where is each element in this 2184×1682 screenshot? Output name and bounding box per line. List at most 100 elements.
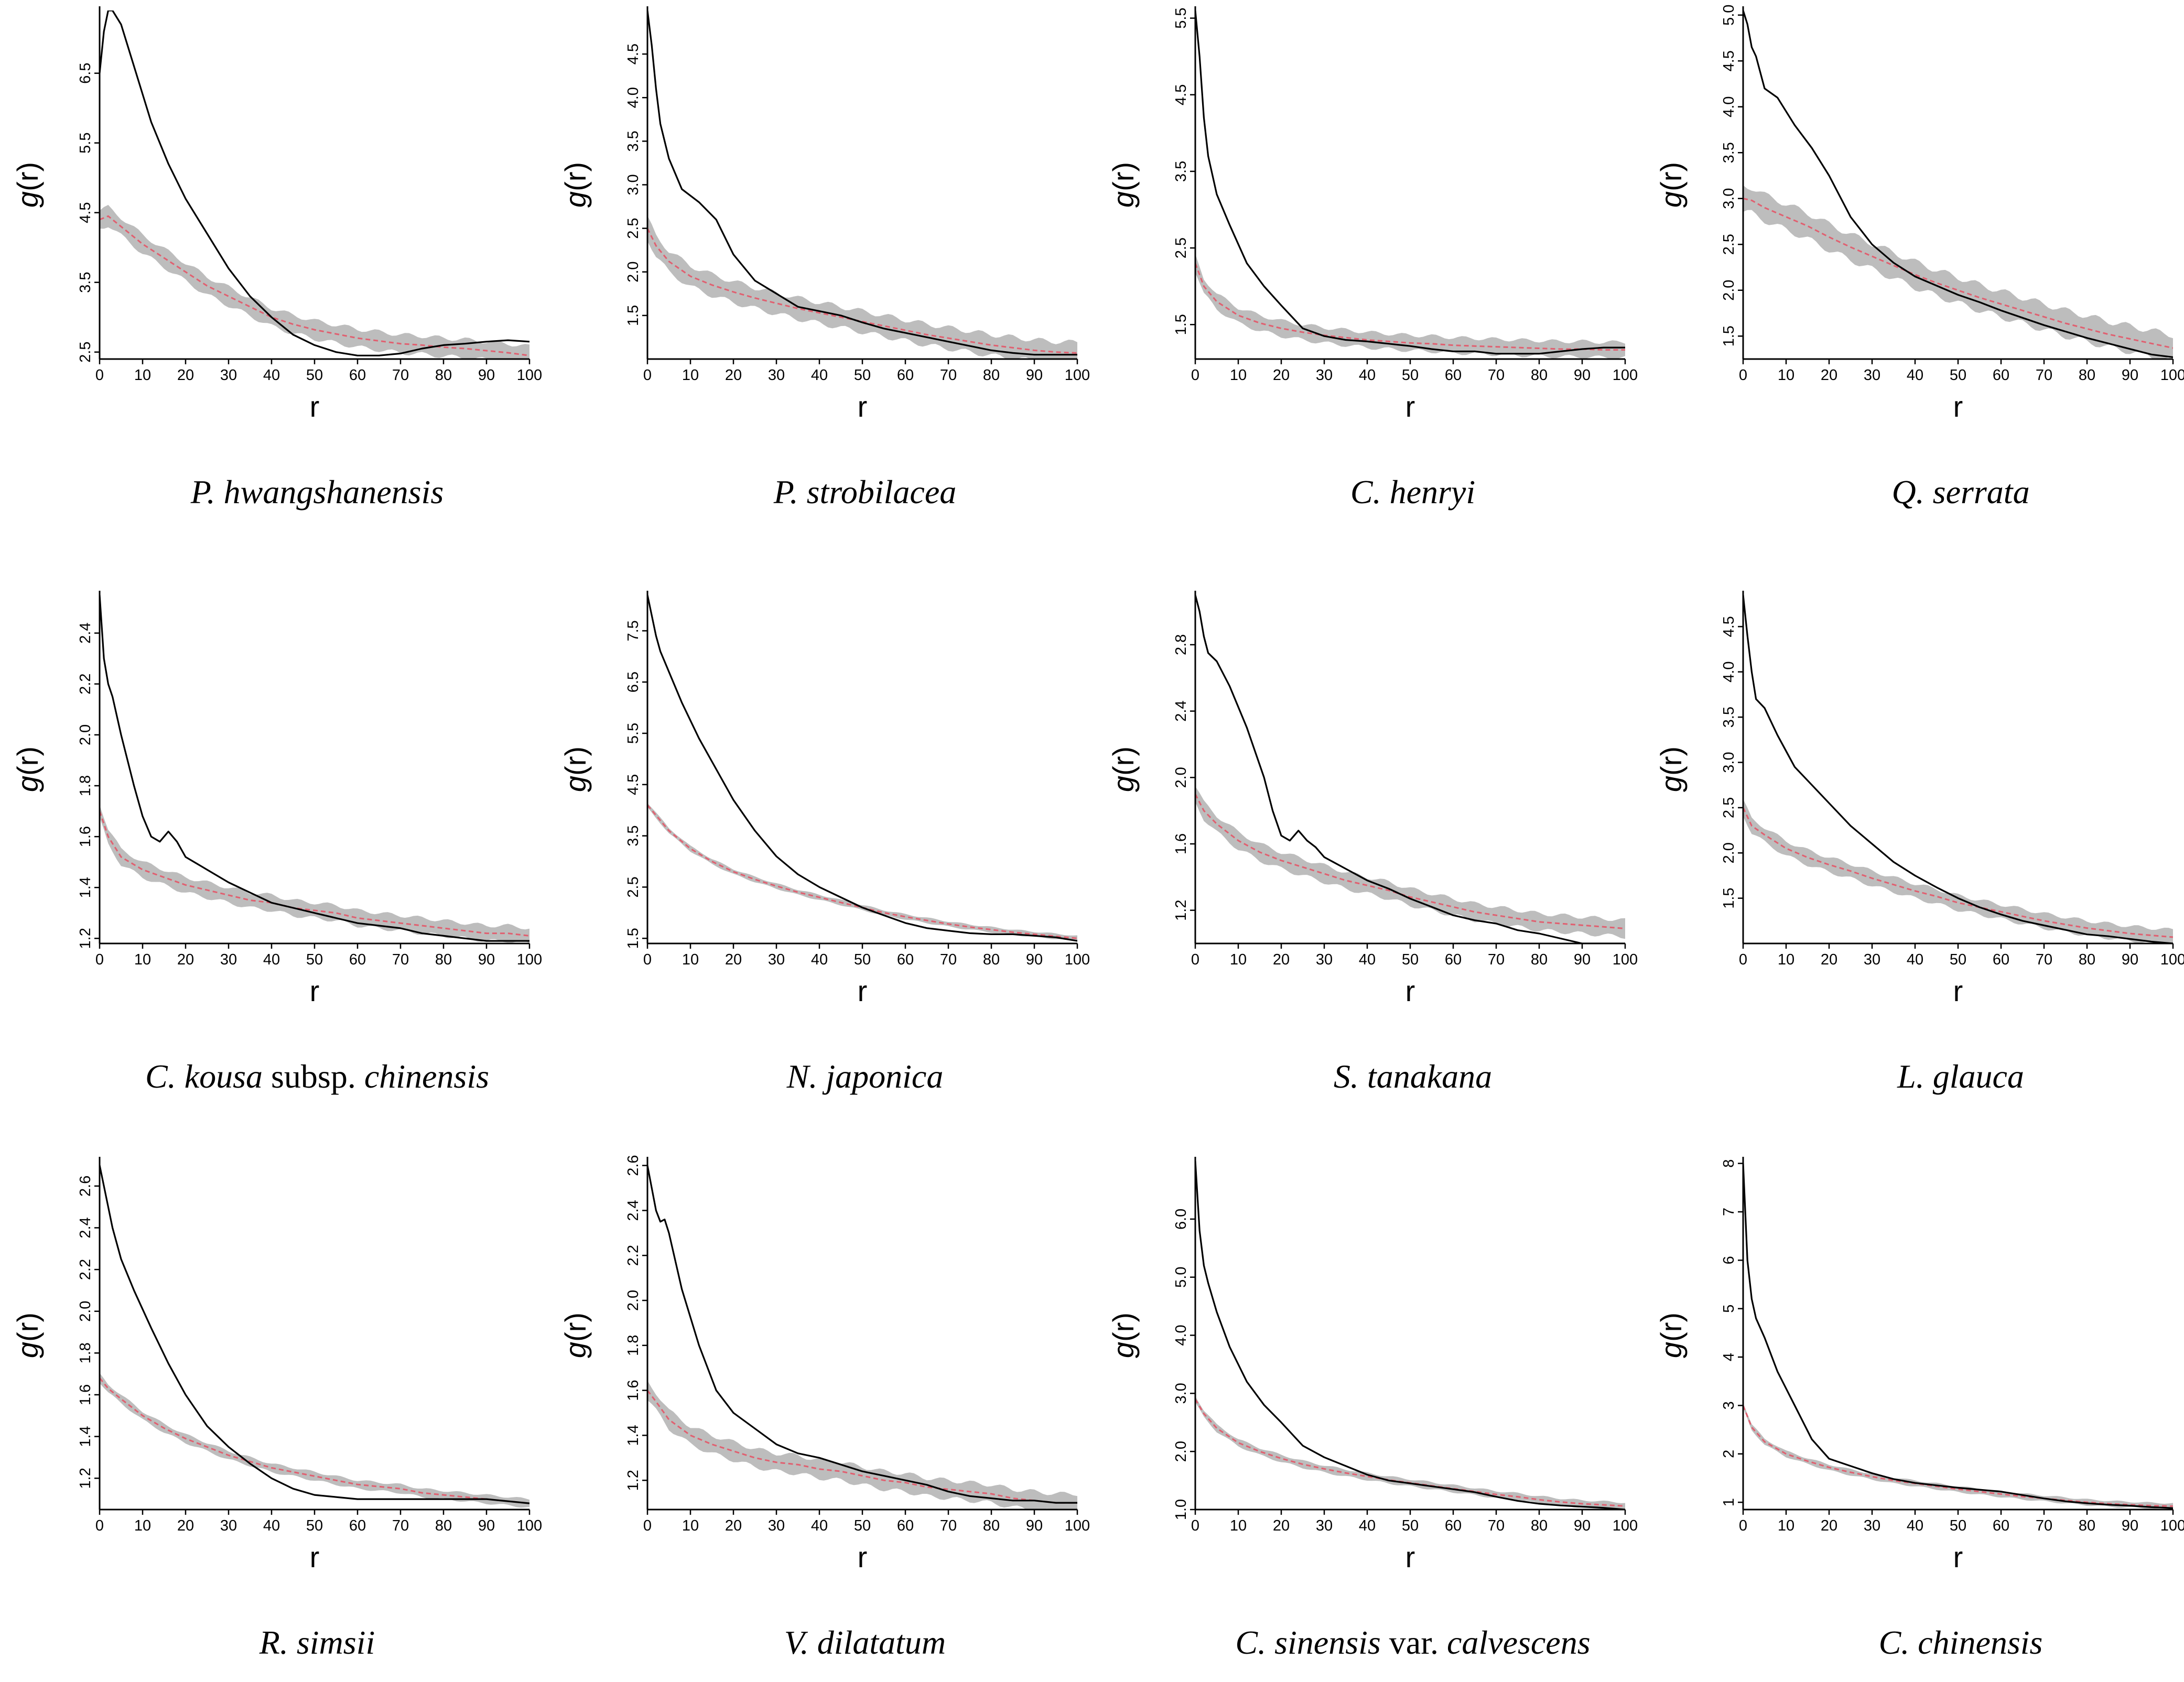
x-tick-label: 20 [1273, 1517, 1290, 1534]
observed-line [1195, 595, 1625, 943]
x-tick-label: 40 [811, 1517, 828, 1534]
y-tick-label: 4.5 [625, 44, 642, 64]
expected-line [100, 1377, 529, 1504]
x-tick-label: 50 [306, 951, 323, 968]
x-tick-label: 40 [1359, 1517, 1376, 1534]
y-axis-label: g(r) [1107, 1312, 1140, 1358]
y-tick-label: 2.8 [1173, 634, 1190, 655]
y-axis-label-rest: (r) [1655, 1312, 1688, 1342]
x-tick-label: 10 [1778, 951, 1794, 968]
panel-data [1743, 10, 2173, 359]
x-tick-label: 60 [349, 367, 366, 384]
expected-line [1743, 1405, 2173, 1507]
y-tick-label: 4 [1721, 1353, 1737, 1361]
x-tick-label: 70 [940, 367, 957, 384]
y-tick-label: 2.5 [1173, 237, 1190, 258]
x-tick-label: 40 [263, 1517, 280, 1534]
x-tick-label: 80 [2079, 367, 2095, 384]
caption-part: calvescens [1447, 1624, 1591, 1661]
panel-data [1743, 595, 2173, 943]
caption-part: C. chinensis [1879, 1624, 2043, 1661]
x-tick-label: 50 [1950, 951, 1966, 968]
y-tick-label: 2.0 [625, 1290, 642, 1311]
y-tick-label: 1.2 [1173, 900, 1190, 921]
y-axis-label-g: g [11, 776, 44, 792]
x-tick-label: 80 [983, 1517, 1000, 1534]
x-tick-label: 0 [643, 1517, 652, 1534]
panel-data [647, 1165, 1077, 1510]
y-tick-label: 3.0 [1721, 752, 1737, 773]
y-axis-label-g: g [11, 191, 44, 208]
y-axis-label-g: g [559, 191, 592, 208]
x-tick-label: 60 [1993, 367, 2009, 384]
panel-11: 0 10 20 30 40 50 60 70 80 90 100 1.0 2.0 3.0 4.0 5.0 6.0… [1107, 1157, 1638, 1661]
x-tick-label: 10 [134, 367, 151, 384]
y-tick-label: 5.5 [625, 723, 642, 744]
panel-4: 0 10 20 30 40 50 60 70 80 90 100 1.5 2.0 2.5 3.0 3.5 4.0… [1655, 5, 2184, 511]
y-tick-label: 5.0 [1173, 1267, 1190, 1288]
y-axis-label-g: g [1107, 1342, 1140, 1358]
y-tick-label: 5 [1721, 1305, 1737, 1313]
x-tick-label: 0 [1191, 951, 1199, 968]
y-tick-label: 1.5 [1173, 314, 1190, 335]
x-tick-label: 20 [725, 951, 742, 968]
panel-12: 0 10 20 30 40 50 60 70 80 90 100 1 2 3 4 5 6 7 8 r g(r) C. ch… [1655, 1157, 2184, 1661]
y-tick-label: 7 [1721, 1208, 1737, 1216]
caption-part: C. henryi [1350, 473, 1475, 511]
x-tick-label: 60 [1445, 1517, 1462, 1534]
panel-caption: C. kousa subsp. chinensis [145, 1058, 489, 1095]
y-tick-label: 2.6 [625, 1155, 642, 1176]
x-tick-label: 90 [2122, 1517, 2138, 1534]
y-tick-label: 8 [1721, 1159, 1737, 1168]
y-tick-label: 1.8 [625, 1335, 642, 1356]
y-tick-label: 1 [1721, 1498, 1737, 1506]
x-tick-label: 40 [811, 367, 828, 384]
x-tick-label: 50 [854, 1517, 871, 1534]
y-tick-label: 4.0 [1173, 1325, 1190, 1345]
y-tick-label: 3.5 [625, 825, 642, 846]
y-tick-label: 4.5 [625, 774, 642, 795]
y-tick-label: 2.2 [77, 1259, 94, 1280]
x-tick-label: 80 [1531, 951, 1548, 968]
expected-line [1195, 263, 1625, 351]
x-tick-label: 70 [392, 951, 409, 968]
envelope-band [100, 204, 529, 359]
y-tick-label: 2.0 [1173, 1441, 1190, 1462]
y-axis-label: g(r) [559, 162, 592, 208]
y-tick-label: 4.0 [1721, 661, 1737, 682]
y-axis-label: g(r) [559, 1312, 592, 1358]
x-tick-label: 70 [1488, 367, 1505, 384]
caption-part: R. simsii [259, 1624, 375, 1661]
expected-line [1743, 198, 2173, 349]
x-tick-label: 40 [263, 951, 280, 968]
y-tick-label: 4.5 [1721, 50, 1737, 71]
y-tick-label: 4.0 [1721, 96, 1737, 117]
x-tick-label: 80 [2079, 951, 2095, 968]
x-tick-label: 70 [1488, 1517, 1505, 1534]
x-tick-label: 80 [1531, 367, 1548, 384]
x-tick-label: 60 [1445, 951, 1462, 968]
expected-line [647, 227, 1077, 354]
x-tick-label: 60 [897, 951, 914, 968]
x-tick-label: 0 [1739, 367, 1747, 384]
x-tick-label: 100 [1613, 1517, 1638, 1534]
panel-caption: C. henryi [1350, 473, 1475, 511]
y-tick-label: 4.0 [625, 87, 642, 108]
x-tick-label: 30 [1864, 1517, 1880, 1534]
x-tick-label: 10 [682, 951, 699, 968]
x-tick-label: 70 [2036, 1517, 2052, 1534]
y-tick-label: 1.8 [77, 1342, 94, 1363]
y-tick-label: 1.4 [77, 877, 94, 898]
x-tick-label: 60 [1993, 951, 2009, 968]
x-axis-label: r [858, 390, 868, 423]
panel-data [647, 595, 1077, 942]
x-tick-label: 100 [1065, 367, 1090, 384]
y-axis-label-g: g [1655, 191, 1688, 208]
y-tick-label: 2.0 [625, 262, 642, 283]
y-axis-label-rest: (r) [559, 1312, 592, 1342]
x-tick-label: 30 [220, 1517, 237, 1534]
y-tick-label: 1.4 [77, 1426, 94, 1447]
y-axis-label: g(r) [11, 1312, 44, 1358]
y-tick-label: 5.0 [1721, 5, 1737, 26]
y-tick-label: 1.8 [77, 775, 94, 796]
